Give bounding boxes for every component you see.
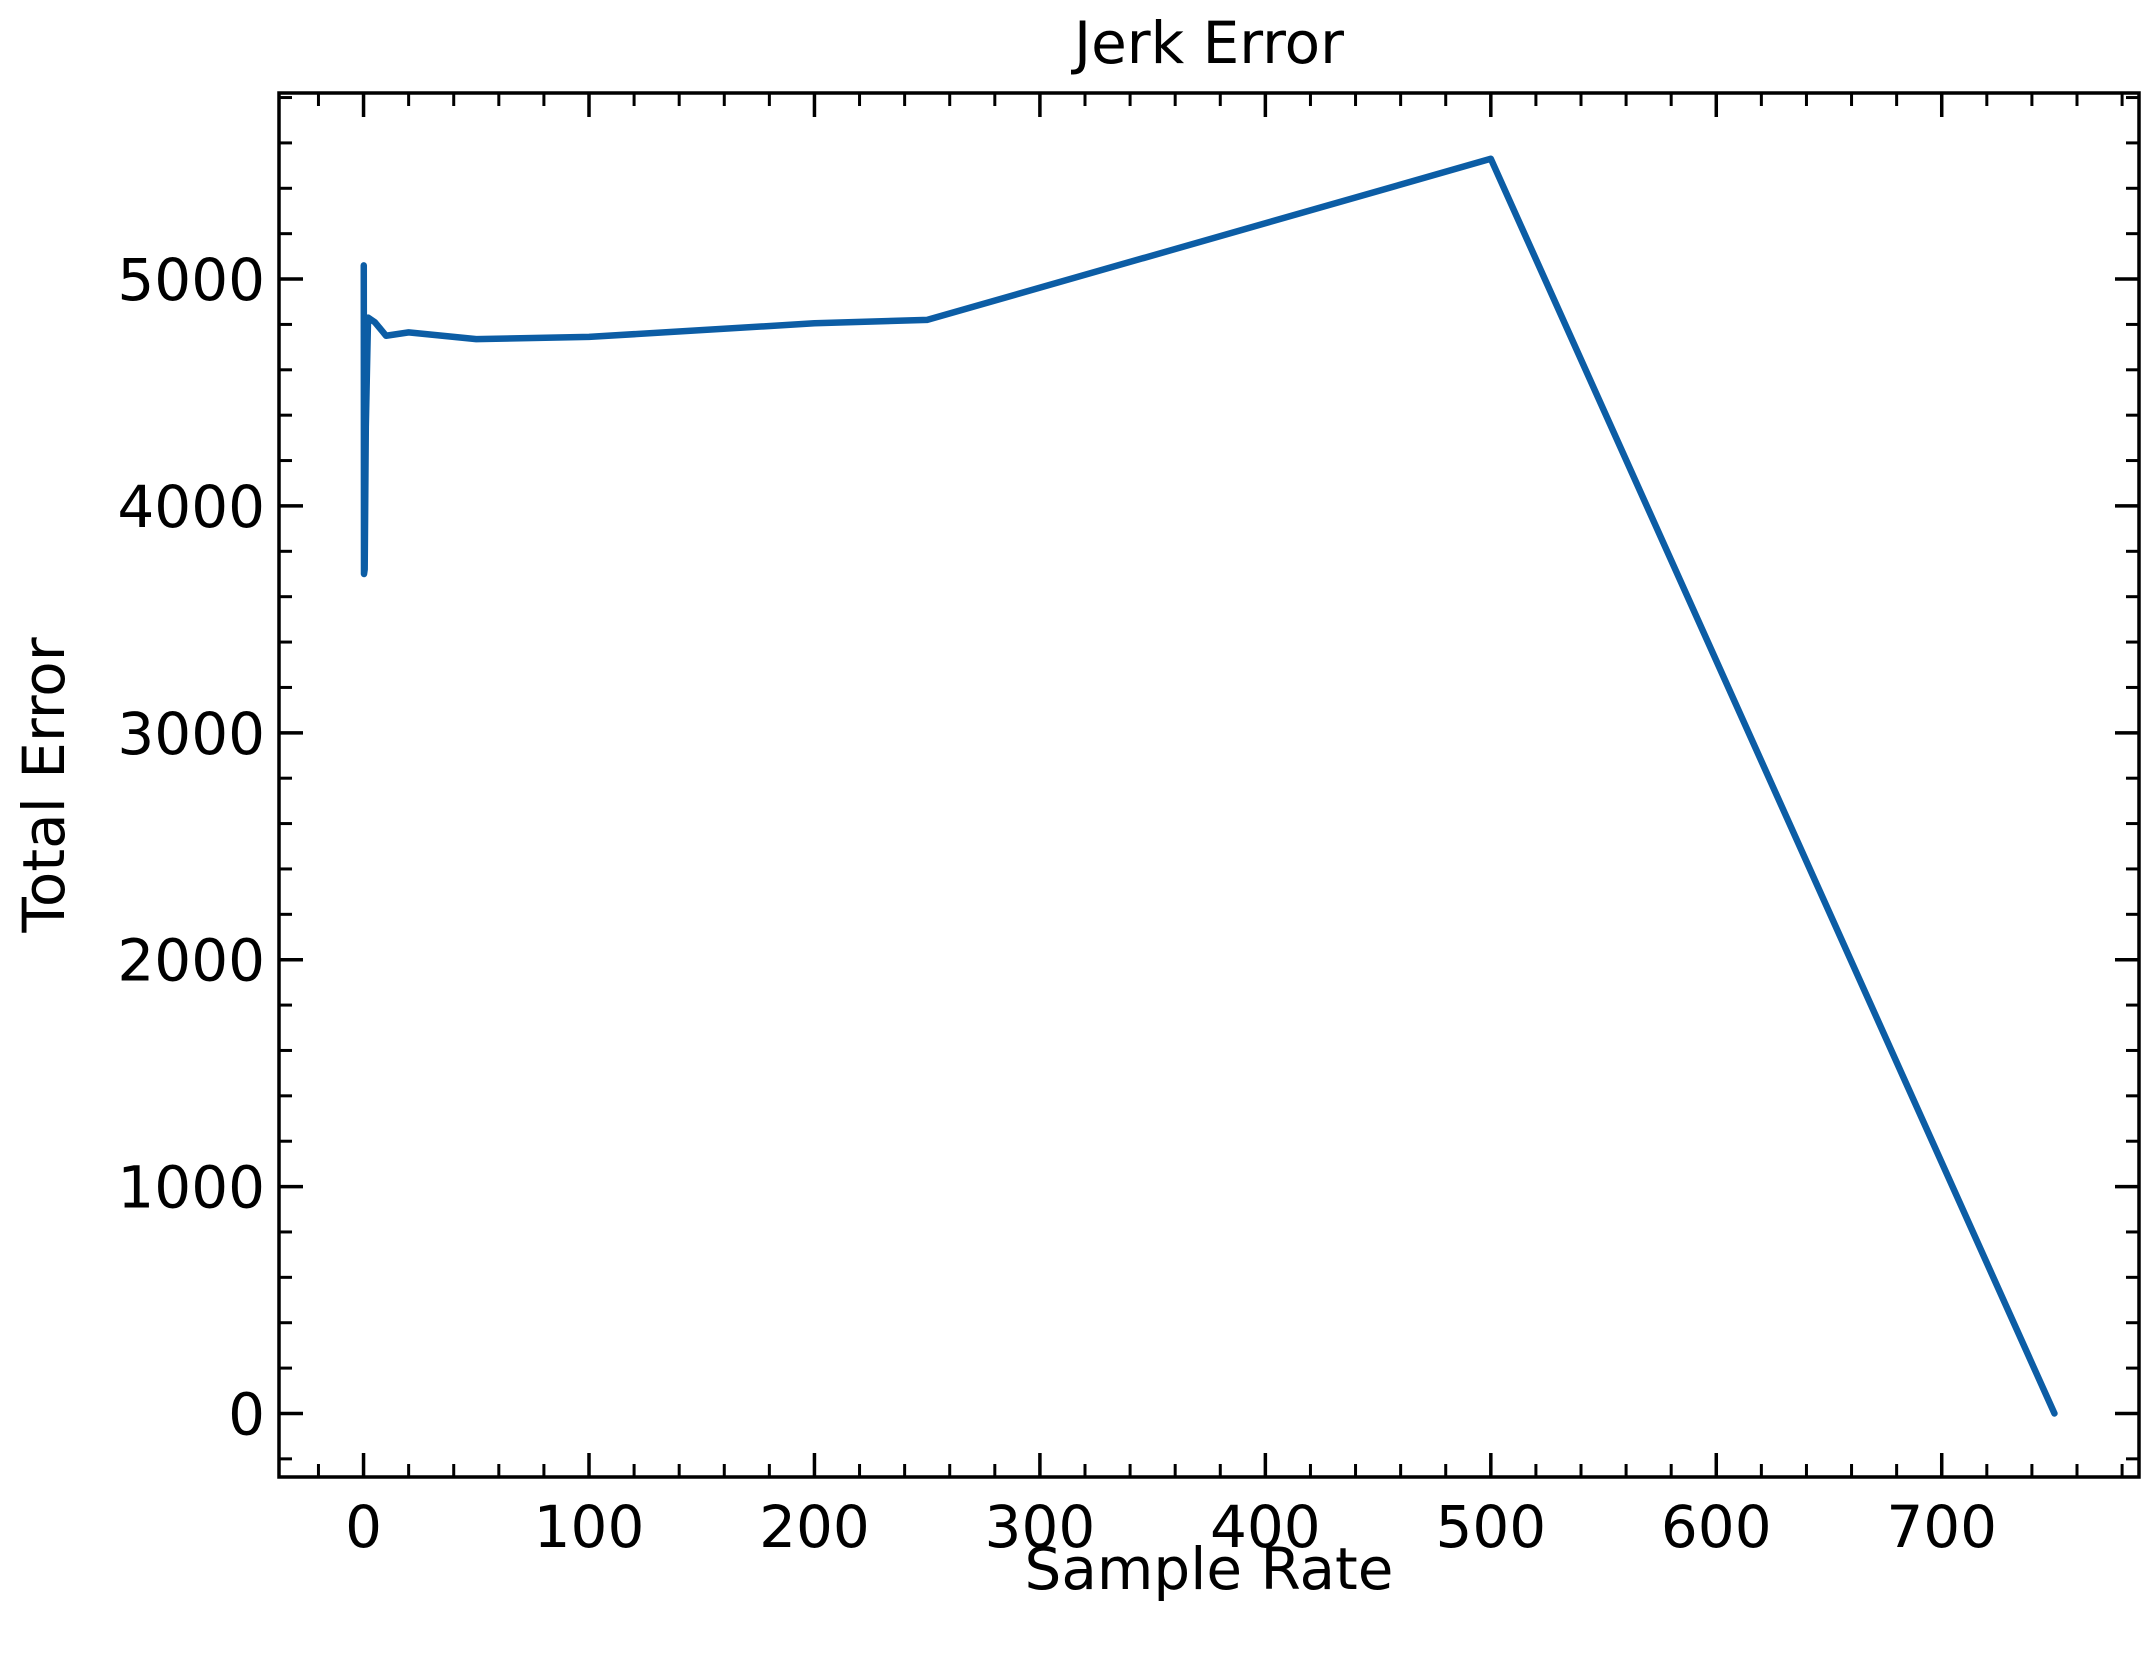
y-tick-label: 3000 xyxy=(117,700,265,768)
y-tick-label: 4000 xyxy=(117,473,265,541)
y-tick-label: 5000 xyxy=(117,246,265,314)
x-axis-label: Sample Rate xyxy=(1025,1535,1394,1603)
series-line xyxy=(360,155,2058,1417)
minor-ticks xyxy=(279,93,2139,1477)
plot-frame xyxy=(277,91,2141,1479)
x-tick-label: 700 xyxy=(1886,1493,1997,1561)
y-tick-label: 1000 xyxy=(117,1154,265,1222)
x-tick-label: 200 xyxy=(759,1493,870,1561)
x-tick-label: 400 xyxy=(1210,1493,1321,1561)
x-tick-labels: 0 100 200 300 400 500 600 700 xyxy=(345,1493,1997,1561)
y-tick-labels: 0 1000 2000 3000 4000 5000 xyxy=(117,246,265,1448)
x-tick-label: 300 xyxy=(985,1493,1096,1561)
y-tick-label: 2000 xyxy=(117,927,265,995)
x-tick-label: 500 xyxy=(1435,1493,1546,1561)
y-axis-label: Total Error xyxy=(10,637,78,933)
y-tick-label: 0 xyxy=(228,1380,265,1448)
chart-title: Jerk Error xyxy=(1071,9,1344,77)
x-tick-label: 0 xyxy=(345,1493,382,1561)
series-layer xyxy=(360,155,2058,1417)
major-ticks xyxy=(279,93,2139,1477)
x-tick-label: 100 xyxy=(534,1493,645,1561)
x-tick-label: 600 xyxy=(1661,1493,1772,1561)
